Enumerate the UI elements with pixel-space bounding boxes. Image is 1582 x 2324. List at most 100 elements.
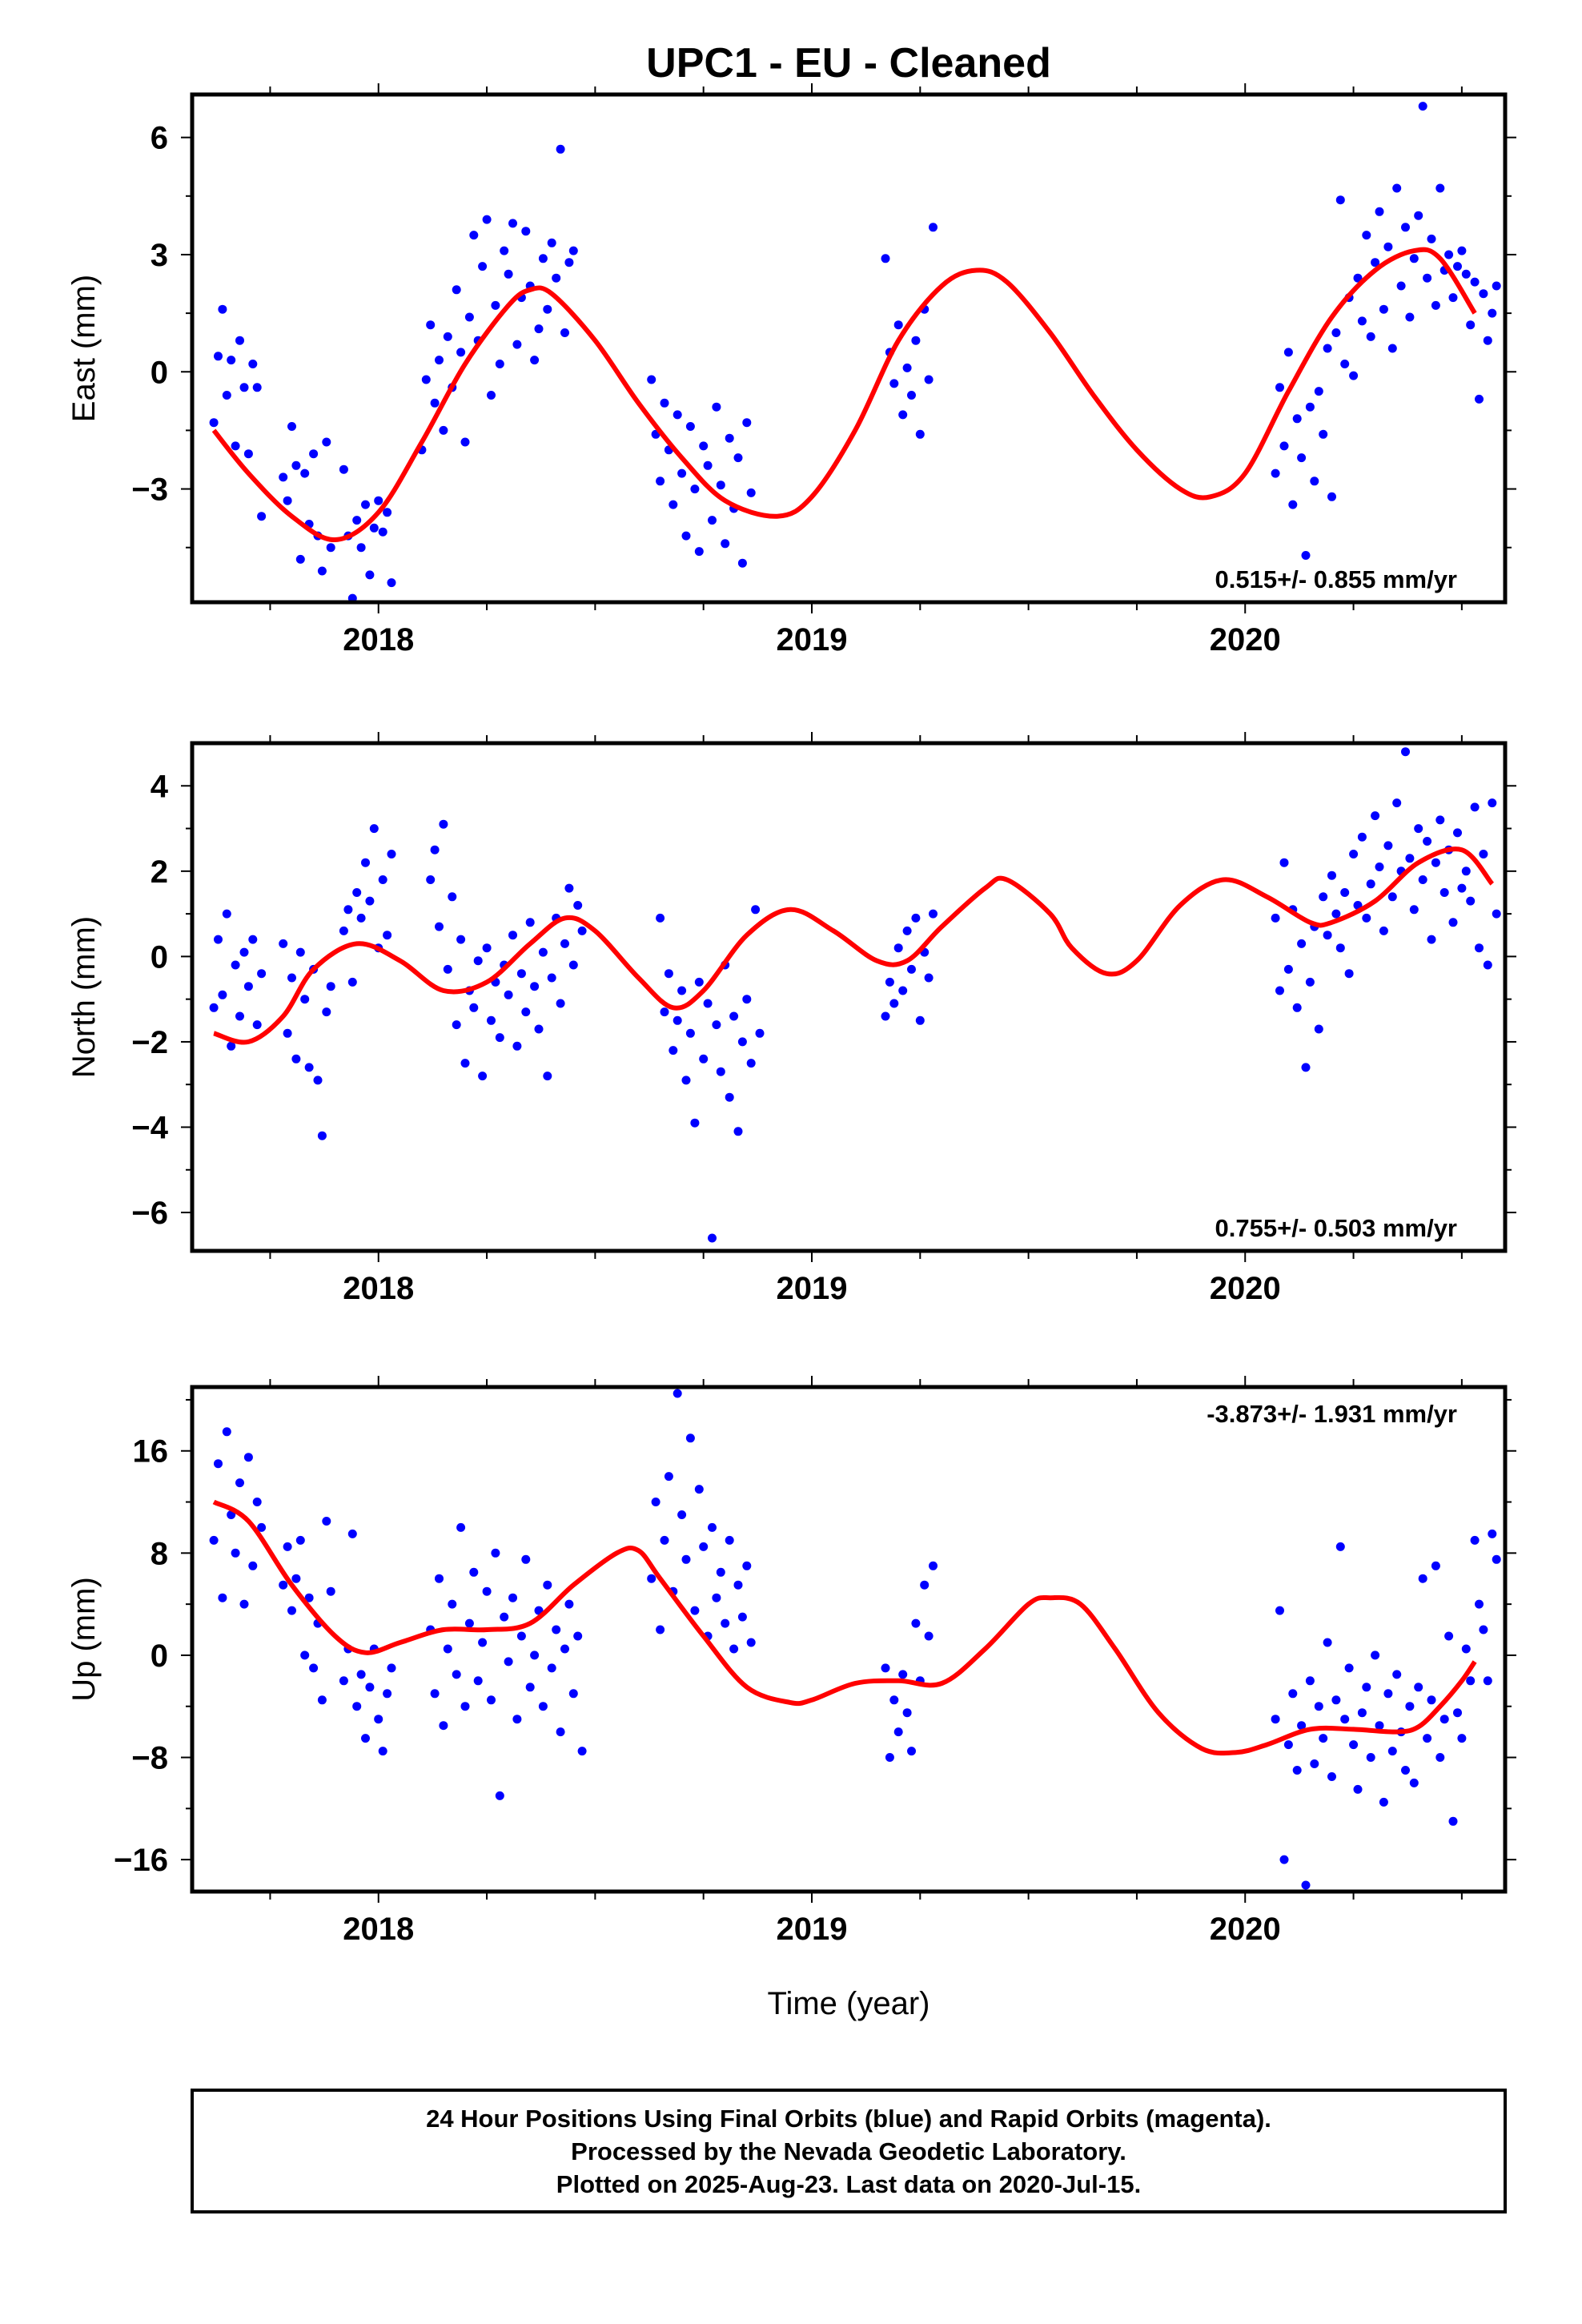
north-point-30 xyxy=(365,896,375,906)
up-point-33 xyxy=(378,1747,387,1756)
up-x-tick-label: 2020 xyxy=(1210,1912,1281,1947)
east-fit-line xyxy=(211,247,1477,542)
east-point-150 xyxy=(1453,262,1462,271)
up-point-131 xyxy=(1371,1651,1380,1660)
east-point-139 xyxy=(1405,312,1415,322)
east-point-55 xyxy=(500,246,509,255)
up-point-98 xyxy=(889,1695,899,1705)
up-point-130 xyxy=(1366,1753,1375,1762)
up-point-91 xyxy=(729,1644,739,1654)
up-point-66 xyxy=(556,1727,565,1737)
east-point-71 xyxy=(568,246,578,255)
north-point-147 xyxy=(1439,888,1449,897)
east-point-146 xyxy=(1435,183,1445,193)
east-point-57 xyxy=(508,219,517,228)
north-point-121 xyxy=(1327,870,1336,880)
east-point-156 xyxy=(1479,289,1488,299)
up-point-106 xyxy=(924,1631,934,1641)
up-point-35 xyxy=(387,1663,396,1673)
up-point-121 xyxy=(1327,1772,1336,1781)
up-point-6 xyxy=(235,1478,244,1488)
north-point-97 xyxy=(885,977,894,987)
up-point-62 xyxy=(538,1702,548,1711)
east-point-80 xyxy=(681,531,691,541)
north-point-71 xyxy=(577,926,587,935)
east-point-8 xyxy=(243,449,253,459)
north-point-120 xyxy=(1323,931,1332,940)
east-point-63 xyxy=(534,324,544,334)
east-point-53 xyxy=(491,300,500,310)
north-point-88 xyxy=(725,1092,734,1102)
up-point-112 xyxy=(1288,1689,1298,1699)
east-point-129 xyxy=(1362,231,1371,240)
north-point-13 xyxy=(283,1028,292,1038)
up-point-56 xyxy=(512,1715,522,1724)
east-point-127 xyxy=(1353,273,1363,283)
up-point-144 xyxy=(1427,1695,1436,1705)
north-point-20 xyxy=(313,1076,323,1085)
up-point-45 xyxy=(464,1618,474,1628)
north-point-66 xyxy=(556,999,565,1008)
north-point-85 xyxy=(712,1020,721,1030)
up-point-39 xyxy=(439,1721,448,1731)
up-point-159 xyxy=(1492,1554,1501,1564)
east-point-131 xyxy=(1371,258,1380,267)
east-point-122 xyxy=(1331,328,1341,337)
east-point-65 xyxy=(543,304,552,314)
east-point-22 xyxy=(322,437,331,447)
north-point-62 xyxy=(538,947,548,957)
north-point-38 xyxy=(435,922,444,931)
north-point-9 xyxy=(248,935,258,944)
east-x-tick-label: 2019 xyxy=(777,622,848,657)
north-point-18 xyxy=(304,1063,314,1072)
up-point-93 xyxy=(737,1612,747,1622)
north-point-92 xyxy=(742,995,752,1004)
east-point-159 xyxy=(1492,281,1501,291)
up-point-99 xyxy=(893,1727,903,1737)
north-point-155 xyxy=(1475,943,1484,953)
north-point-104 xyxy=(915,1015,925,1025)
north-point-90 xyxy=(733,1127,743,1136)
north-point-157 xyxy=(1483,960,1492,970)
north-point-132 xyxy=(1375,862,1384,871)
north-fit-line xyxy=(213,846,1495,1045)
north-point-72 xyxy=(656,913,665,923)
up-point-132 xyxy=(1375,1721,1384,1731)
east-point-3 xyxy=(222,391,231,400)
north-point-134 xyxy=(1383,841,1393,850)
north-point-35 xyxy=(387,850,396,858)
east-point-98 xyxy=(889,379,899,388)
up-point-149 xyxy=(1448,1816,1458,1826)
north-point-153 xyxy=(1466,896,1476,906)
north-point-106 xyxy=(924,973,934,983)
panel-east: 2018 2019 2020 −3 0 3 6 East (mm) 0.515+/- 0.855… xyxy=(66,83,1516,657)
north-point-93 xyxy=(746,1059,756,1068)
east-point-111 xyxy=(1283,348,1293,357)
east-point-121 xyxy=(1327,492,1336,501)
up-point-15 xyxy=(291,1574,301,1583)
up-point-114 xyxy=(1297,1721,1307,1731)
east-point-9 xyxy=(248,360,258,368)
up-point-64 xyxy=(547,1663,556,1673)
up-point-50 xyxy=(487,1695,496,1705)
north-point-15 xyxy=(291,1054,301,1063)
up-point-147 xyxy=(1439,1715,1449,1724)
north-y-tick-label: −4 xyxy=(131,1110,168,1145)
east-point-74 xyxy=(656,476,665,486)
east-point-29 xyxy=(361,500,370,509)
up-point-89 xyxy=(721,1618,730,1628)
east-point-62 xyxy=(530,356,540,365)
up-y-tick-label: −16 xyxy=(114,1843,168,1878)
north-point-8 xyxy=(243,982,253,991)
east-point-6 xyxy=(235,336,244,345)
up-point-122 xyxy=(1331,1695,1341,1705)
north-point-22 xyxy=(322,1007,331,1017)
east-point-47 xyxy=(464,312,474,322)
east-point-135 xyxy=(1387,344,1397,353)
north-point-158 xyxy=(1488,798,1497,808)
up-point-119 xyxy=(1319,1734,1328,1743)
east-point-92 xyxy=(733,453,743,463)
north-point-146 xyxy=(1435,815,1445,825)
east-y-ticks xyxy=(181,136,1516,549)
east-point-21 xyxy=(317,566,327,576)
